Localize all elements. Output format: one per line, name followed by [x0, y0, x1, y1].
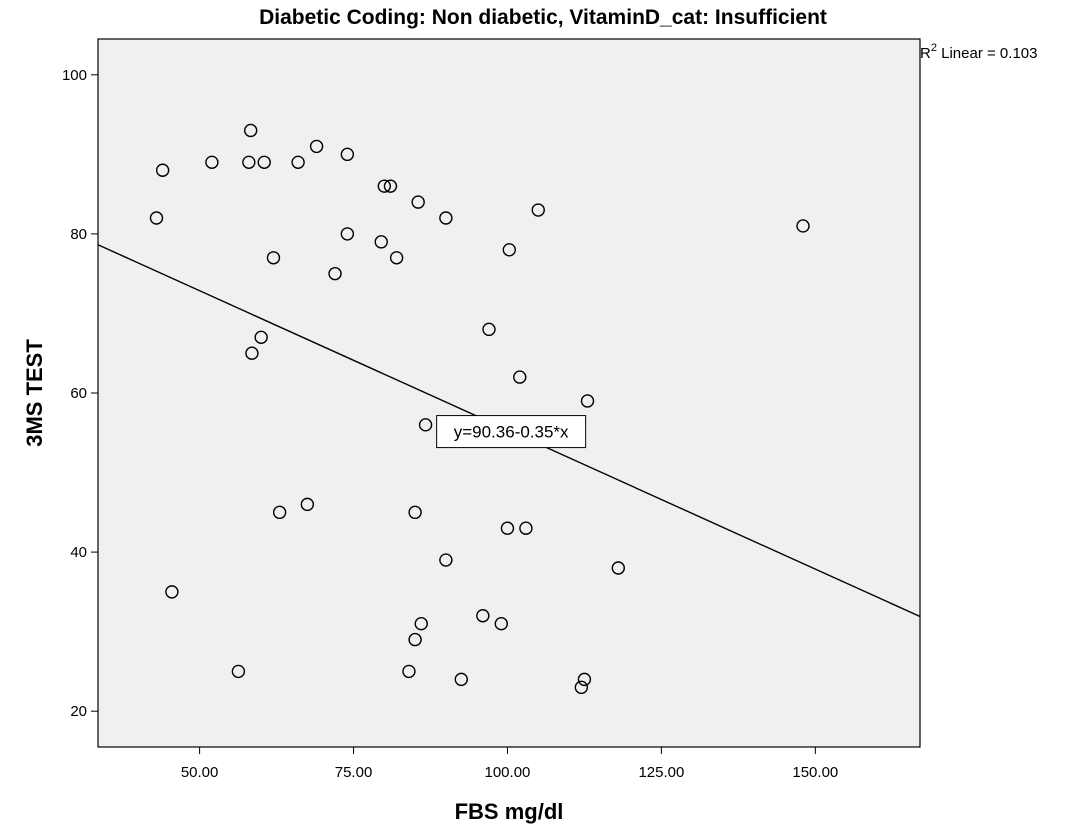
- data-point: [309, 139, 324, 154]
- data-point: [205, 155, 219, 170]
- data-point: [149, 211, 164, 225]
- data-point: [502, 243, 517, 257]
- data-point: [439, 553, 453, 567]
- data-point: [300, 497, 315, 512]
- x-axis-label: FBS mg/dl: [455, 799, 564, 824]
- r-squared-superscript: 2: [931, 42, 937, 54]
- r-squared-label: R2 Linear = 0.103: [920, 42, 1037, 62]
- data-point: [291, 155, 305, 170]
- data-point: [513, 370, 527, 384]
- y-tick-label: 20: [70, 703, 87, 720]
- data-point: [574, 680, 589, 695]
- y-tick-label: 60: [70, 385, 87, 402]
- data-point: [408, 632, 422, 647]
- data-point: [272, 505, 287, 520]
- data-points: [149, 123, 810, 695]
- x-axis: 50.00 75.00 100.00 125.00 150.00: [181, 747, 838, 781]
- data-point: [418, 418, 433, 432]
- x-tick-label: 100.00: [485, 764, 531, 781]
- r-squared-label-value: Linear = 0.103: [937, 45, 1038, 62]
- data-point: [439, 211, 453, 225]
- data-point: [254, 330, 268, 345]
- data-point: [414, 616, 428, 631]
- data-point: [340, 147, 355, 162]
- data-point: [155, 163, 170, 177]
- data-point: [531, 203, 545, 217]
- data-point: [796, 219, 810, 233]
- data-point: [383, 179, 398, 193]
- data-point: [519, 521, 533, 535]
- equation-label-box: y=90.36-0.35*x: [436, 415, 587, 449]
- data-point: [257, 155, 271, 170]
- data-point: [402, 664, 416, 679]
- data-point: [266, 251, 281, 265]
- data-point: [482, 322, 496, 337]
- y-tick-label: 80: [70, 226, 87, 243]
- data-point: [411, 195, 425, 209]
- data-point: [500, 521, 515, 535]
- data-point: [165, 585, 179, 599]
- y-tick-label: 40: [70, 544, 87, 561]
- data-point: [340, 227, 355, 241]
- r-squared-label-prefix: R: [920, 45, 931, 62]
- data-point: [244, 123, 258, 138]
- y-axis: 20 40 60 80 100: [62, 67, 98, 720]
- x-tick-label: 75.00: [335, 764, 373, 781]
- data-point: [494, 616, 509, 631]
- data-point: [577, 672, 592, 687]
- data-point: [374, 235, 388, 249]
- data-point: [242, 155, 256, 170]
- data-point: [389, 251, 404, 265]
- data-point: [454, 672, 468, 687]
- data-point: [408, 505, 422, 520]
- data-point: [328, 266, 342, 281]
- y-axis-label: 3MS TEST: [22, 339, 47, 447]
- x-tick-label: 125.00: [638, 764, 684, 781]
- x-tick-label: 50.00: [181, 764, 219, 781]
- y-tick-label: 100: [62, 67, 87, 84]
- equation-label: y=90.36-0.35*x: [454, 423, 569, 442]
- data-point: [580, 394, 595, 408]
- data-point: [476, 609, 490, 623]
- chart-title: Diabetic Coding: Non diabetic, VitaminD_…: [259, 6, 827, 29]
- data-point: [611, 561, 625, 575]
- plot-area: [97, 38, 921, 748]
- data-point: [377, 179, 392, 193]
- data-point: [245, 346, 259, 360]
- data-point: [231, 664, 246, 679]
- x-tick-label: 150.00: [792, 764, 838, 781]
